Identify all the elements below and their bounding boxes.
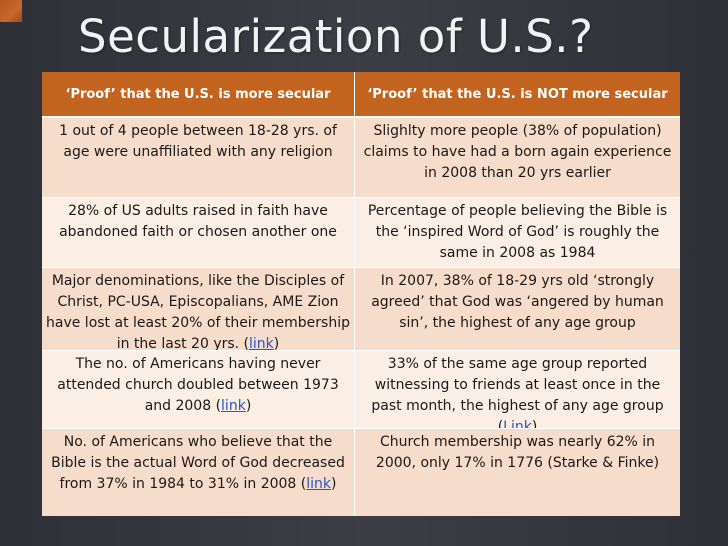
row-1-not-secular: Slighlty more people (38% of population)… — [355, 118, 680, 198]
row-3-not-secular: In 2007, 38% of 18-29 yrs old ‘strongly … — [355, 268, 680, 351]
header-not-secular: ‘Proof’ that the U.S. is NOT more secula… — [355, 72, 680, 118]
row-5-secular: No. of Americans who believe that the Bi… — [42, 429, 355, 516]
row-5-secular-text: No. of Americans who believe that the Bi… — [51, 434, 345, 492]
row-5-source-link[interactable]: link — [306, 476, 331, 492]
corner-accent — [0, 0, 22, 22]
row-4-secular-tail: ) — [245, 398, 252, 414]
row-2-secular-text: 28% of US adults raised in faith have ab… — [59, 203, 337, 240]
row-1-secular-text: 1 out of 4 people between 18-28 yrs. of … — [59, 123, 337, 160]
slide-title: Secularization of U.S.? — [78, 10, 594, 63]
row-2-secular: 28% of US adults raised in faith have ab… — [42, 198, 355, 268]
row-3-secular-text: Major denominations, like the Disciples … — [46, 273, 350, 351]
row-1-not-secular-text: Slighlty more people (38% of population)… — [363, 123, 672, 181]
row-4-secular: The no. of Americans having never attend… — [42, 351, 355, 429]
header-secular: ‘Proof’ that the U.S. is more secular — [42, 72, 355, 118]
row-5-not-secular: Church membership was nearly 62% in 2000… — [355, 429, 680, 516]
row-4-not-secular: 33% of the same age group reported witne… — [355, 351, 680, 429]
row-5-secular-tail: ) — [331, 476, 337, 492]
row-4-not-secular-text: 33% of the same age group reported witne… — [371, 356, 664, 429]
row-4-source-link[interactable]: link — [221, 398, 246, 414]
row-3-secular: Major denominations, like the Disciples … — [42, 268, 355, 351]
row-1-secular: 1 out of 4 people between 18-28 yrs. of … — [42, 118, 355, 198]
row-2-not-secular: Percentage of people believing the Bible… — [355, 198, 680, 268]
row-3-secular-tail: ) — [273, 336, 280, 351]
row-5-not-secular-text: Church membership was nearly 62% in 2000… — [375, 434, 660, 471]
row-2-not-secular-text: Percentage of people believing the Bible… — [367, 203, 668, 261]
row-3-not-secular-text: In 2007, 38% of 18-29 yrs old ‘strongly … — [371, 273, 664, 331]
row-4-not-secular-tail: ) — [531, 419, 538, 429]
comparison-table: ‘Proof’ that the U.S. is more secular ‘P… — [42, 72, 680, 546]
row-4-secular-text: The no. of Americans having never attend… — [57, 356, 339, 414]
row-4-right-source-link[interactable]: Link — [503, 419, 532, 429]
row-3-source-link[interactable]: link — [249, 336, 274, 351]
